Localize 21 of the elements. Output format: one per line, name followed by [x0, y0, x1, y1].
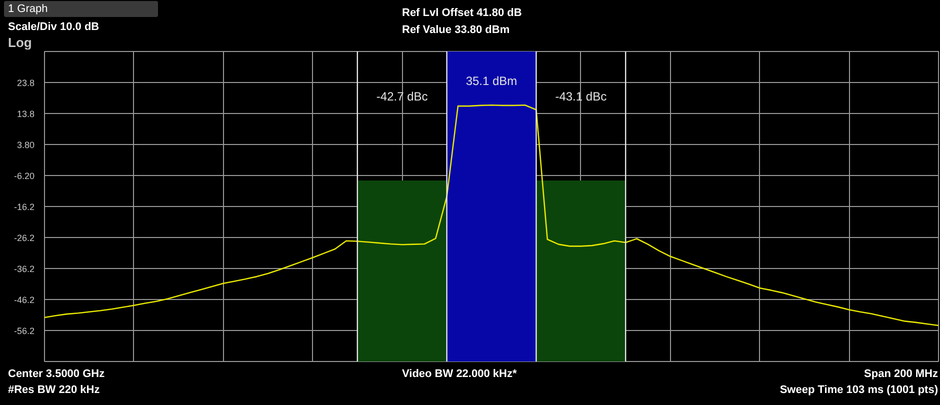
y-tick-label: -46.2	[14, 295, 34, 305]
text: Video BW 22.000 kHz*	[402, 367, 517, 382]
text: 1 Graph	[8, 2, 48, 17]
y-tick-label: 23.8	[16, 78, 35, 88]
y-tick-label: -26.2	[14, 233, 34, 243]
text: Span 200 MHz	[864, 367, 938, 382]
y-tick-label: 13.8	[16, 109, 35, 119]
annotation: 35.1 dBm	[466, 74, 518, 88]
y-tick-label: -56.2	[14, 326, 34, 336]
y-tick-label: -16.2	[14, 202, 34, 212]
y-tick-label: 3.80	[16, 140, 35, 150]
y-axis-title: Log	[8, 34, 32, 52]
text: Sweep Time 103 ms (1001 pts)	[780, 383, 938, 398]
chart-subtitle: Ref Value 33.80 dBm	[402, 23, 510, 38]
line-series	[44, 104, 938, 326]
y-tick-label: -36.2	[14, 264, 34, 274]
text: Scale/Div 10.0 dB	[8, 20, 100, 35]
y-tick-label: -6.20	[14, 171, 34, 181]
text: #Res BW 220 kHz	[8, 383, 100, 398]
chart-title: Ref Lvl Offset 41.80 dB	[402, 6, 522, 21]
text: Center 3.5000 GHz	[8, 367, 105, 382]
